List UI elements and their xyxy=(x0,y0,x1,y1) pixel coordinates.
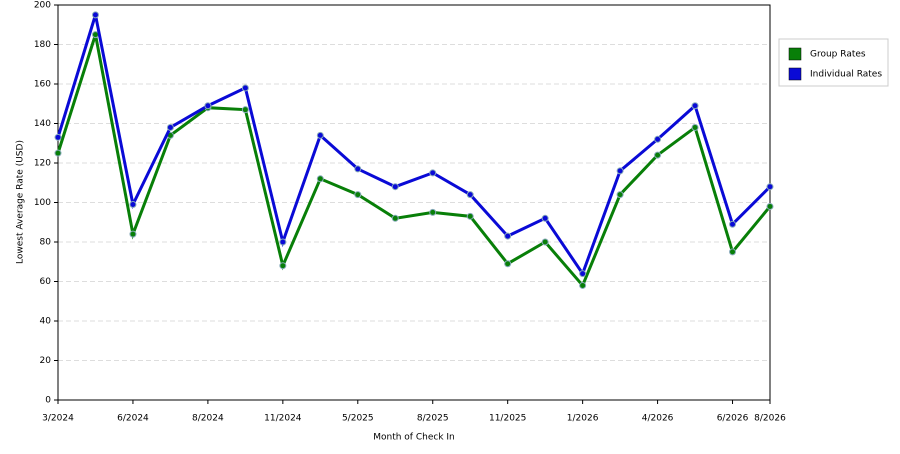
data-point xyxy=(616,191,624,199)
x-tick-label: 6/2026 xyxy=(717,414,749,424)
y-tick-label: 40 xyxy=(40,317,52,327)
data-point xyxy=(129,200,137,208)
data-point xyxy=(654,135,662,143)
data-point xyxy=(279,238,287,246)
y-tick-label: 80 xyxy=(40,238,52,248)
data-point xyxy=(466,212,474,220)
data-point xyxy=(354,191,362,199)
y-tick-label: 60 xyxy=(40,277,52,287)
y-tick-label: 120 xyxy=(34,159,51,169)
data-point xyxy=(429,208,437,216)
data-point xyxy=(316,131,324,139)
data-point xyxy=(241,106,249,114)
data-point xyxy=(579,281,587,289)
series-line xyxy=(56,34,772,289)
data-point xyxy=(616,167,624,175)
data-point xyxy=(504,260,512,268)
x-tick-label: 8/2025 xyxy=(417,414,449,424)
legend-label: Group Rates xyxy=(810,50,866,60)
data-point xyxy=(654,151,662,159)
y-tick-label: 0 xyxy=(45,396,51,406)
legend-swatch xyxy=(788,47,802,61)
y-tick-label: 160 xyxy=(34,80,51,90)
y-tick-label: 20 xyxy=(40,356,52,366)
data-point xyxy=(691,123,699,131)
data-point xyxy=(354,165,362,173)
data-point xyxy=(316,175,324,183)
data-point xyxy=(241,84,249,92)
data-point xyxy=(766,183,774,191)
data-point xyxy=(729,248,737,256)
data-point xyxy=(391,183,399,191)
x-tick-label: 8/2024 xyxy=(192,414,224,424)
series-line xyxy=(56,14,772,277)
x-tick-label: 4/2026 xyxy=(642,414,674,424)
data-point xyxy=(766,202,774,210)
y-tick-label: 140 xyxy=(34,119,51,129)
data-point xyxy=(391,214,399,222)
plot-frame xyxy=(57,4,771,401)
data-point xyxy=(279,262,287,270)
data-point xyxy=(466,191,474,199)
data-point xyxy=(91,11,99,19)
y-tick-label: 180 xyxy=(34,40,51,50)
y-tick-label: 200 xyxy=(34,1,51,11)
x-axis-label: Month of Check In xyxy=(373,433,455,443)
data-point xyxy=(429,169,437,177)
x-tick-label: 11/2025 xyxy=(489,414,526,424)
y-axis-label: Lowest Average Rate (USD) xyxy=(16,140,26,264)
legend-label: Individual Rates xyxy=(810,70,882,80)
x-tick-label: 1/2026 xyxy=(567,414,599,424)
x-tick-label: 3/2024 xyxy=(42,414,74,424)
data-point xyxy=(129,230,137,238)
data-point xyxy=(54,133,62,141)
x-tick-label: 8/2026 xyxy=(754,414,786,424)
data-point xyxy=(691,102,699,110)
data-point xyxy=(504,232,512,240)
x-tick-label: 5/2025 xyxy=(342,414,374,424)
data-point xyxy=(579,270,587,278)
data-point xyxy=(204,102,212,110)
data-point xyxy=(54,149,62,157)
data-point xyxy=(541,238,549,246)
data-point xyxy=(166,123,174,131)
legend-swatch xyxy=(788,67,802,81)
y-tick-label: 100 xyxy=(34,198,51,208)
x-tick-label: 11/2024 xyxy=(264,414,302,424)
x-tick-label: 6/2024 xyxy=(117,414,149,424)
data-point xyxy=(729,220,737,228)
data-point xyxy=(541,214,549,222)
